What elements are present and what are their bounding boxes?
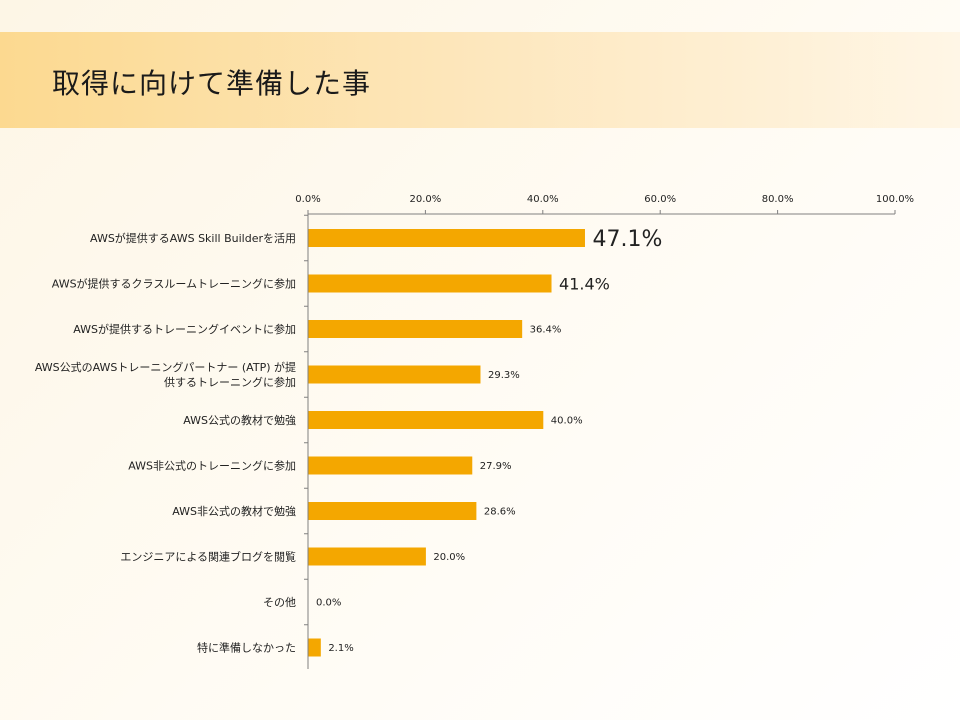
bar (308, 638, 321, 657)
data-label: 41.4% (559, 274, 610, 293)
data-label: 47.1% (592, 227, 662, 252)
category-label: 特に準備しなかった (197, 641, 296, 655)
page-title: 取得に向けて準備した事 (52, 67, 372, 100)
category-label: エンジニアによる関連ブログを閲覧 (120, 550, 296, 564)
category-label: その他 (263, 596, 296, 609)
bar (308, 502, 477, 520)
bar (308, 547, 426, 566)
category-label: AWS公式の教材で勉強 (183, 413, 296, 427)
category-label: AWS非公式のトレーニングに参加 (128, 459, 296, 473)
category-label: 供するトレーニングに参加 (164, 375, 296, 389)
x-tick-label: 100.0% (876, 194, 914, 205)
data-label: 28.6% (484, 507, 516, 518)
bar (308, 274, 552, 293)
x-tick-label: 40.0% (527, 194, 559, 205)
bar-layer (308, 229, 585, 657)
data-label: 2.1% (328, 643, 353, 654)
category-label: AWS非公式の教材で勉強 (172, 504, 296, 518)
bar (308, 456, 473, 475)
bar (308, 320, 523, 338)
data-label: 0.0% (316, 598, 341, 609)
x-tick-label: 20.0% (410, 194, 442, 205)
bar (308, 229, 585, 247)
category-label: AWS公式のAWSトレーニングパートナー (ATP) が提 (35, 360, 296, 374)
data-label: 40.0% (551, 416, 583, 427)
data-label: 29.3% (488, 370, 520, 381)
data-label: 36.4% (530, 325, 562, 336)
bar (308, 365, 481, 384)
category-label: AWSが提供するクラスルームトレーニングに参加 (52, 277, 296, 291)
title-banner (0, 32, 960, 128)
category-label: AWSが提供するトレーニングイベントに参加 (73, 322, 296, 336)
x-tick-label: 80.0% (762, 194, 794, 205)
category-label: AWSが提供するAWS Skill Builderを活用 (90, 231, 296, 245)
x-tick-label: 60.0% (644, 194, 676, 205)
axis-layer: 0.0% 20.0% 40.0% 60.0% 80.0% 100.0% (295, 194, 914, 669)
data-label: 20.0% (433, 552, 465, 563)
data-label: 27.9% (480, 461, 512, 472)
label-layer: AWSが提供するAWS Skill Builderを活用 47.1% AWSが提供す… (35, 227, 663, 655)
bar (308, 411, 544, 429)
x-tick-label: 0.0% (295, 194, 320, 205)
